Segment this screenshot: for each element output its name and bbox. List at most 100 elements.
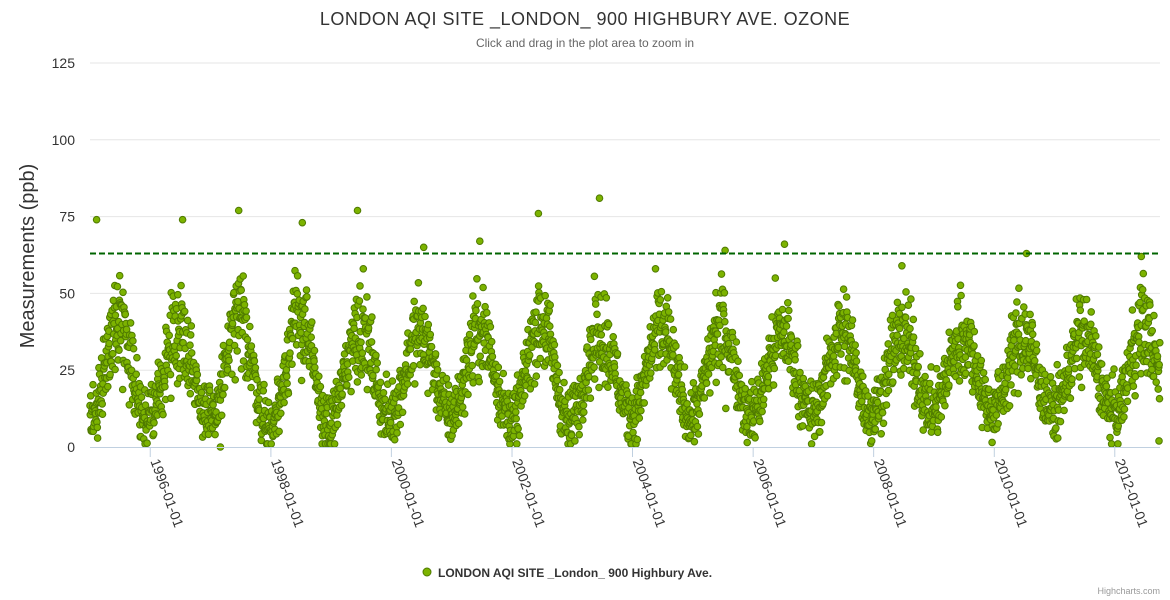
data-point[interactable] — [381, 395, 389, 404]
data-point[interactable] — [525, 351, 534, 360]
data-point[interactable] — [829, 352, 838, 360]
data-point[interactable] — [734, 357, 742, 366]
data-point[interactable] — [693, 422, 702, 431]
data-point[interactable] — [613, 350, 622, 358]
data-point[interactable] — [713, 330, 722, 338]
data-point[interactable] — [260, 380, 268, 389]
data-point-peak[interactable] — [92, 215, 101, 224]
data-point[interactable] — [396, 420, 405, 429]
data-point[interactable] — [751, 434, 759, 442]
data-point[interactable] — [376, 378, 385, 387]
data-point[interactable] — [674, 370, 683, 379]
data-point[interactable] — [530, 380, 539, 388]
data-point[interactable] — [546, 301, 555, 309]
data-point[interactable] — [1148, 327, 1156, 335]
data-point[interactable] — [310, 357, 318, 365]
data-point[interactable] — [483, 308, 491, 317]
data-point[interactable] — [473, 275, 481, 283]
data-point[interactable] — [843, 377, 852, 385]
data-point[interactable] — [1046, 373, 1055, 381]
data-point[interactable] — [895, 324, 904, 333]
data-point[interactable] — [706, 389, 714, 397]
data-point[interactable] — [590, 363, 598, 372]
data-point-peak[interactable] — [1155, 437, 1163, 445]
data-point[interactable] — [282, 372, 291, 381]
data-point[interactable] — [421, 312, 429, 321]
data-point[interactable] — [571, 437, 579, 445]
data-point[interactable] — [475, 377, 484, 386]
data-point[interactable] — [337, 401, 346, 410]
data-point[interactable] — [119, 288, 127, 297]
data-point[interactable] — [322, 409, 331, 418]
data-point[interactable] — [302, 286, 311, 294]
data-point[interactable] — [1020, 303, 1028, 311]
data-point[interactable] — [330, 440, 339, 448]
data-point[interactable] — [512, 408, 520, 416]
data-point[interactable] — [129, 344, 138, 353]
data-point[interactable] — [1010, 336, 1018, 345]
data-point[interactable] — [672, 342, 680, 350]
data-point-peak[interactable] — [534, 209, 543, 218]
data-point[interactable] — [105, 339, 113, 348]
data-point[interactable] — [593, 310, 601, 319]
data-point[interactable] — [431, 350, 440, 358]
data-point[interactable] — [149, 430, 158, 438]
data-point[interactable] — [717, 353, 725, 361]
data-point[interactable] — [758, 407, 766, 416]
data-point[interactable] — [970, 342, 978, 350]
data-point[interactable] — [307, 333, 316, 342]
data-point[interactable] — [848, 316, 857, 324]
data-point[interactable] — [137, 393, 146, 402]
data-point[interactable] — [945, 381, 953, 389]
data-point[interactable] — [909, 315, 918, 324]
data-point[interactable] — [98, 410, 107, 419]
data-point[interactable] — [1032, 346, 1041, 355]
data-point[interactable] — [560, 378, 568, 387]
legend-item[interactable]: LONDON AQI SITE _London_ 900 Highbury Av… — [422, 566, 712, 580]
data-point[interactable] — [933, 428, 942, 437]
data-point[interactable] — [1155, 360, 1163, 369]
data-point[interactable] — [495, 377, 504, 386]
data-point[interactable] — [382, 370, 391, 379]
data-point[interactable] — [663, 294, 672, 302]
data-point-peak[interactable] — [595, 194, 604, 202]
data-point[interactable] — [700, 394, 709, 402]
data-point[interactable] — [604, 320, 613, 329]
data-point[interactable] — [363, 293, 371, 301]
data-point[interactable] — [166, 370, 175, 379]
data-point[interactable] — [782, 322, 791, 330]
data-point[interactable] — [275, 427, 283, 436]
data-point[interactable] — [906, 324, 914, 333]
data-point[interactable] — [177, 281, 185, 290]
data-point[interactable] — [878, 408, 887, 417]
data-point[interactable] — [390, 435, 399, 444]
legend-label[interactable]: LONDON AQI SITE _London_ 900 Highbury Av… — [438, 566, 712, 580]
data-point[interactable] — [311, 363, 319, 372]
data-point[interactable] — [172, 351, 180, 360]
data-point[interactable] — [111, 311, 120, 320]
data-point[interactable] — [465, 330, 474, 339]
data-point[interactable] — [350, 324, 358, 333]
data-point[interactable] — [778, 305, 787, 314]
data-point[interactable] — [512, 414, 521, 423]
data-point[interactable] — [955, 377, 964, 385]
data-point[interactable] — [206, 386, 214, 395]
data-point[interactable] — [961, 369, 970, 378]
data-point[interactable] — [409, 362, 418, 370]
data-point[interactable] — [1107, 440, 1116, 448]
data-point[interactable] — [721, 317, 729, 326]
data-point[interactable] — [316, 382, 325, 391]
data-point[interactable] — [386, 418, 395, 427]
data-point[interactable] — [1138, 285, 1147, 294]
data-point[interactable] — [367, 338, 376, 346]
data-point[interactable] — [1087, 308, 1095, 316]
data-point[interactable] — [793, 342, 802, 350]
data-point[interactable] — [901, 313, 910, 322]
data-point[interactable] — [994, 420, 1002, 428]
data-point[interactable] — [1066, 394, 1075, 403]
data-point-peak[interactable] — [867, 437, 876, 445]
data-point[interactable] — [629, 428, 637, 437]
data-point[interactable] — [587, 335, 595, 344]
data-point[interactable] — [988, 438, 996, 447]
